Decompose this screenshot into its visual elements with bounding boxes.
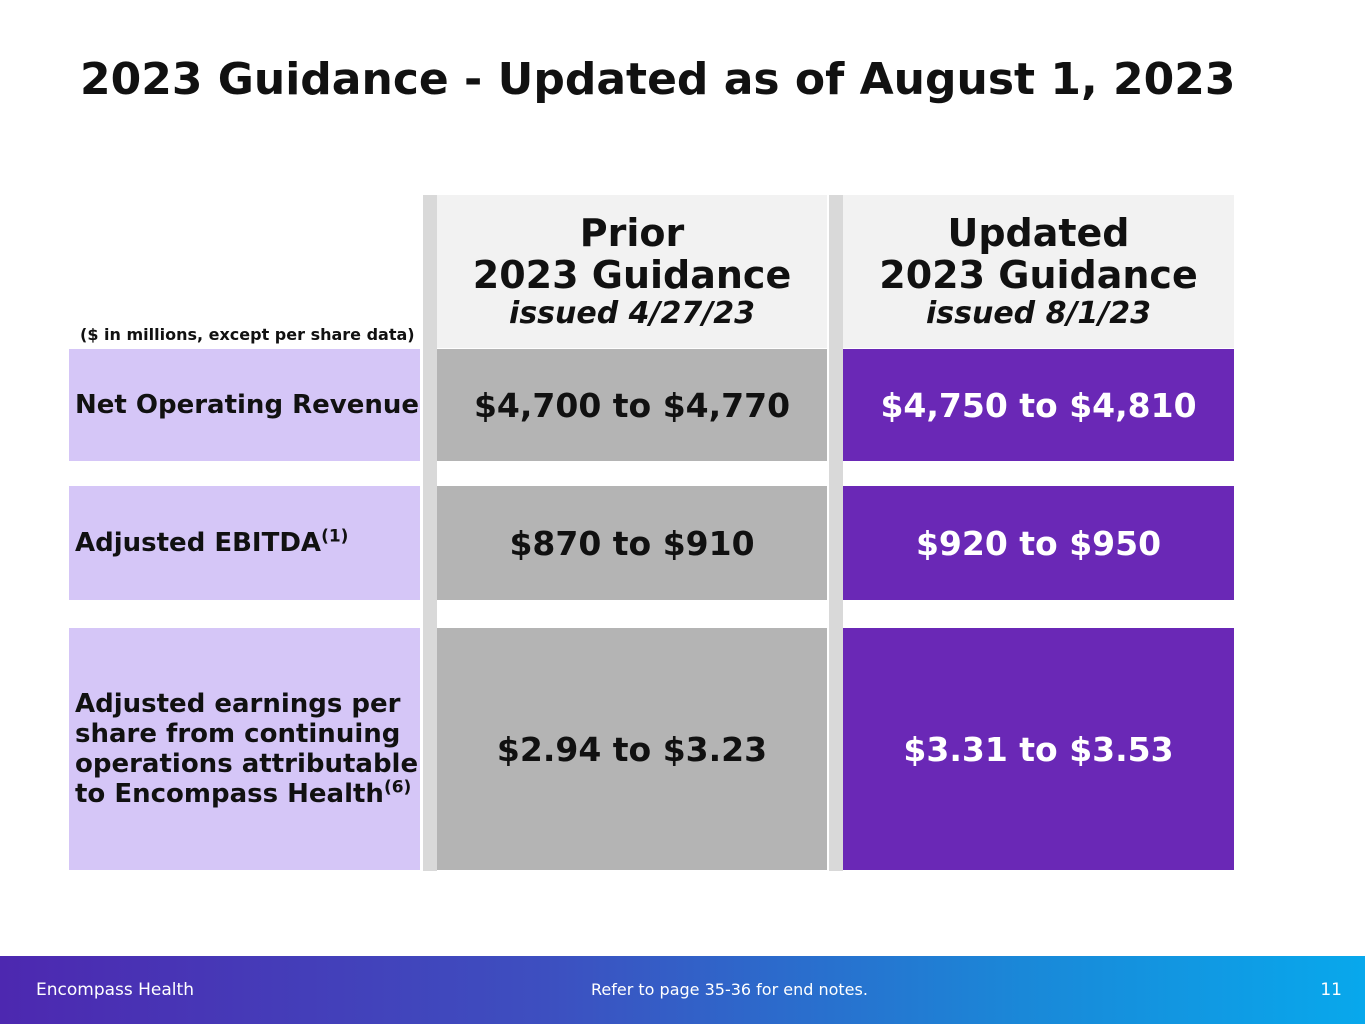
updated-header-line1: Updated <box>947 210 1130 255</box>
footer-bar: Encompass Health Refer to page 35-36 for… <box>0 956 1365 1024</box>
updated-header-line2: 2023 Guidance <box>879 252 1198 297</box>
updated-header-issued: issued 8/1/23 <box>925 295 1152 331</box>
row-label-line: to Encompass Health <box>75 779 384 809</box>
page-title: 2023 Guidance - Updated as of August 1, … <box>80 54 1236 105</box>
column-separator <box>829 195 843 871</box>
prior-net-operating-revenue: $4,700 to $4,770 <box>437 349 827 461</box>
column-separator <box>423 195 437 871</box>
row-label-adjusted-eps: Adjusted earnings per share from continu… <box>69 628 420 870</box>
endnote-ref: (1) <box>321 526 349 547</box>
units-note: ($ in millions, except per share data) <box>80 325 415 344</box>
page-number: 11 <box>1320 980 1342 1000</box>
row-label-line: Adjusted earnings per <box>75 689 401 719</box>
endnote-ref: (6) <box>383 777 412 798</box>
updated-net-operating-revenue: $4,750 to $4,810 <box>843 349 1234 461</box>
updated-adjusted-eps: $3.31 to $3.53 <box>843 628 1234 870</box>
row-label-text: Net Operating Revenue <box>75 390 419 420</box>
row-label-line: operations attributable <box>75 749 419 779</box>
prior-column-header: Prior 2023 Guidance issued 4/27/23 <box>437 195 827 348</box>
prior-header-line1: Prior <box>579 210 685 255</box>
prior-header-issued: issued 4/27/23 <box>509 295 755 331</box>
prior-header-line2: 2023 Guidance <box>472 252 792 297</box>
footer-brand: Encompass Health <box>36 980 194 1000</box>
prior-adjusted-eps: $2.94 to $3.23 <box>437 628 827 870</box>
row-label-text: Adjusted EBITDA <box>75 528 322 558</box>
row-label-line: share from continuing <box>75 719 401 749</box>
updated-column-header: Updated 2023 Guidance issued 8/1/23 <box>843 195 1234 348</box>
row-label-net-operating-revenue: Net Operating Revenue <box>69 349 420 461</box>
footer-endnote-reference: Refer to page 35-36 for end notes. <box>591 980 868 999</box>
row-label-adjusted-ebitda: Adjusted EBITDA(1) <box>69 486 420 600</box>
prior-adjusted-ebitda: $870 to $910 <box>437 486 827 600</box>
updated-adjusted-ebitda: $920 to $950 <box>843 486 1234 600</box>
